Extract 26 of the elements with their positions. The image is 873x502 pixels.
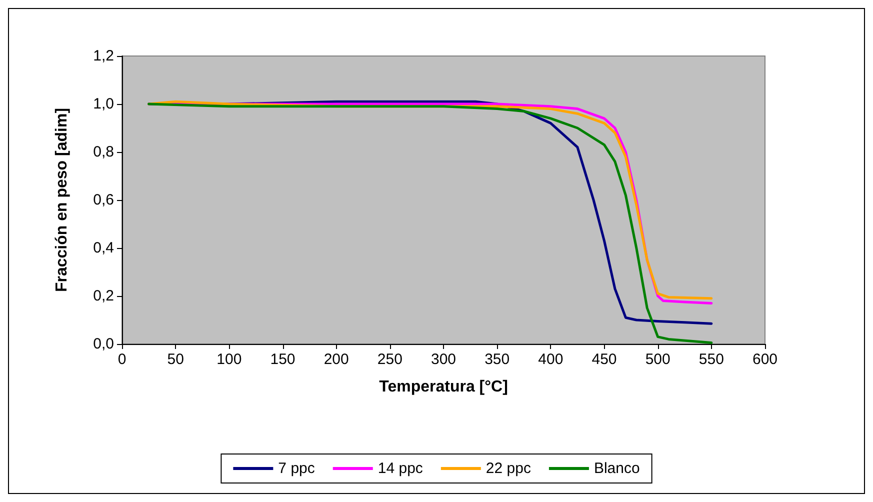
x-tick-label: 500: [645, 351, 670, 368]
x-tick-label: 200: [324, 351, 349, 368]
y-tick-label: 0,4: [93, 240, 114, 256]
legend-label: 14 ppc: [378, 460, 424, 477]
legend-label: 7 ppc: [278, 460, 316, 477]
legend-label: Blanco: [594, 460, 640, 477]
x-tick-label: 0: [118, 351, 126, 368]
x-tick-label: 450: [592, 351, 617, 368]
x-tick-label: 350: [484, 351, 510, 368]
y-axis-title: Fracción en peso [adim]: [54, 108, 70, 292]
x-tick-label: 600: [752, 351, 778, 368]
x-tick-label: 250: [377, 351, 402, 368]
y-tick-label: 0,2: [93, 288, 114, 304]
x-tick-label: 100: [216, 351, 242, 368]
x-tick-label: 400: [538, 351, 564, 368]
legend-label: 22 ppc: [486, 460, 532, 477]
y-tick-label: 0,0: [93, 336, 114, 352]
x-tick-label: 550: [698, 351, 724, 368]
x-tick-label: 150: [270, 351, 296, 368]
y-tick-label: 0,8: [93, 144, 114, 160]
x-tick-label: 300: [430, 351, 456, 368]
y-tick-label: 1,0: [93, 96, 114, 112]
x-tick-label: 50: [167, 351, 184, 368]
x-axis-title: Temperatura [°C]: [379, 378, 508, 396]
y-tick-label: 1,2: [93, 48, 114, 64]
y-tick-label: 0,6: [93, 192, 114, 208]
